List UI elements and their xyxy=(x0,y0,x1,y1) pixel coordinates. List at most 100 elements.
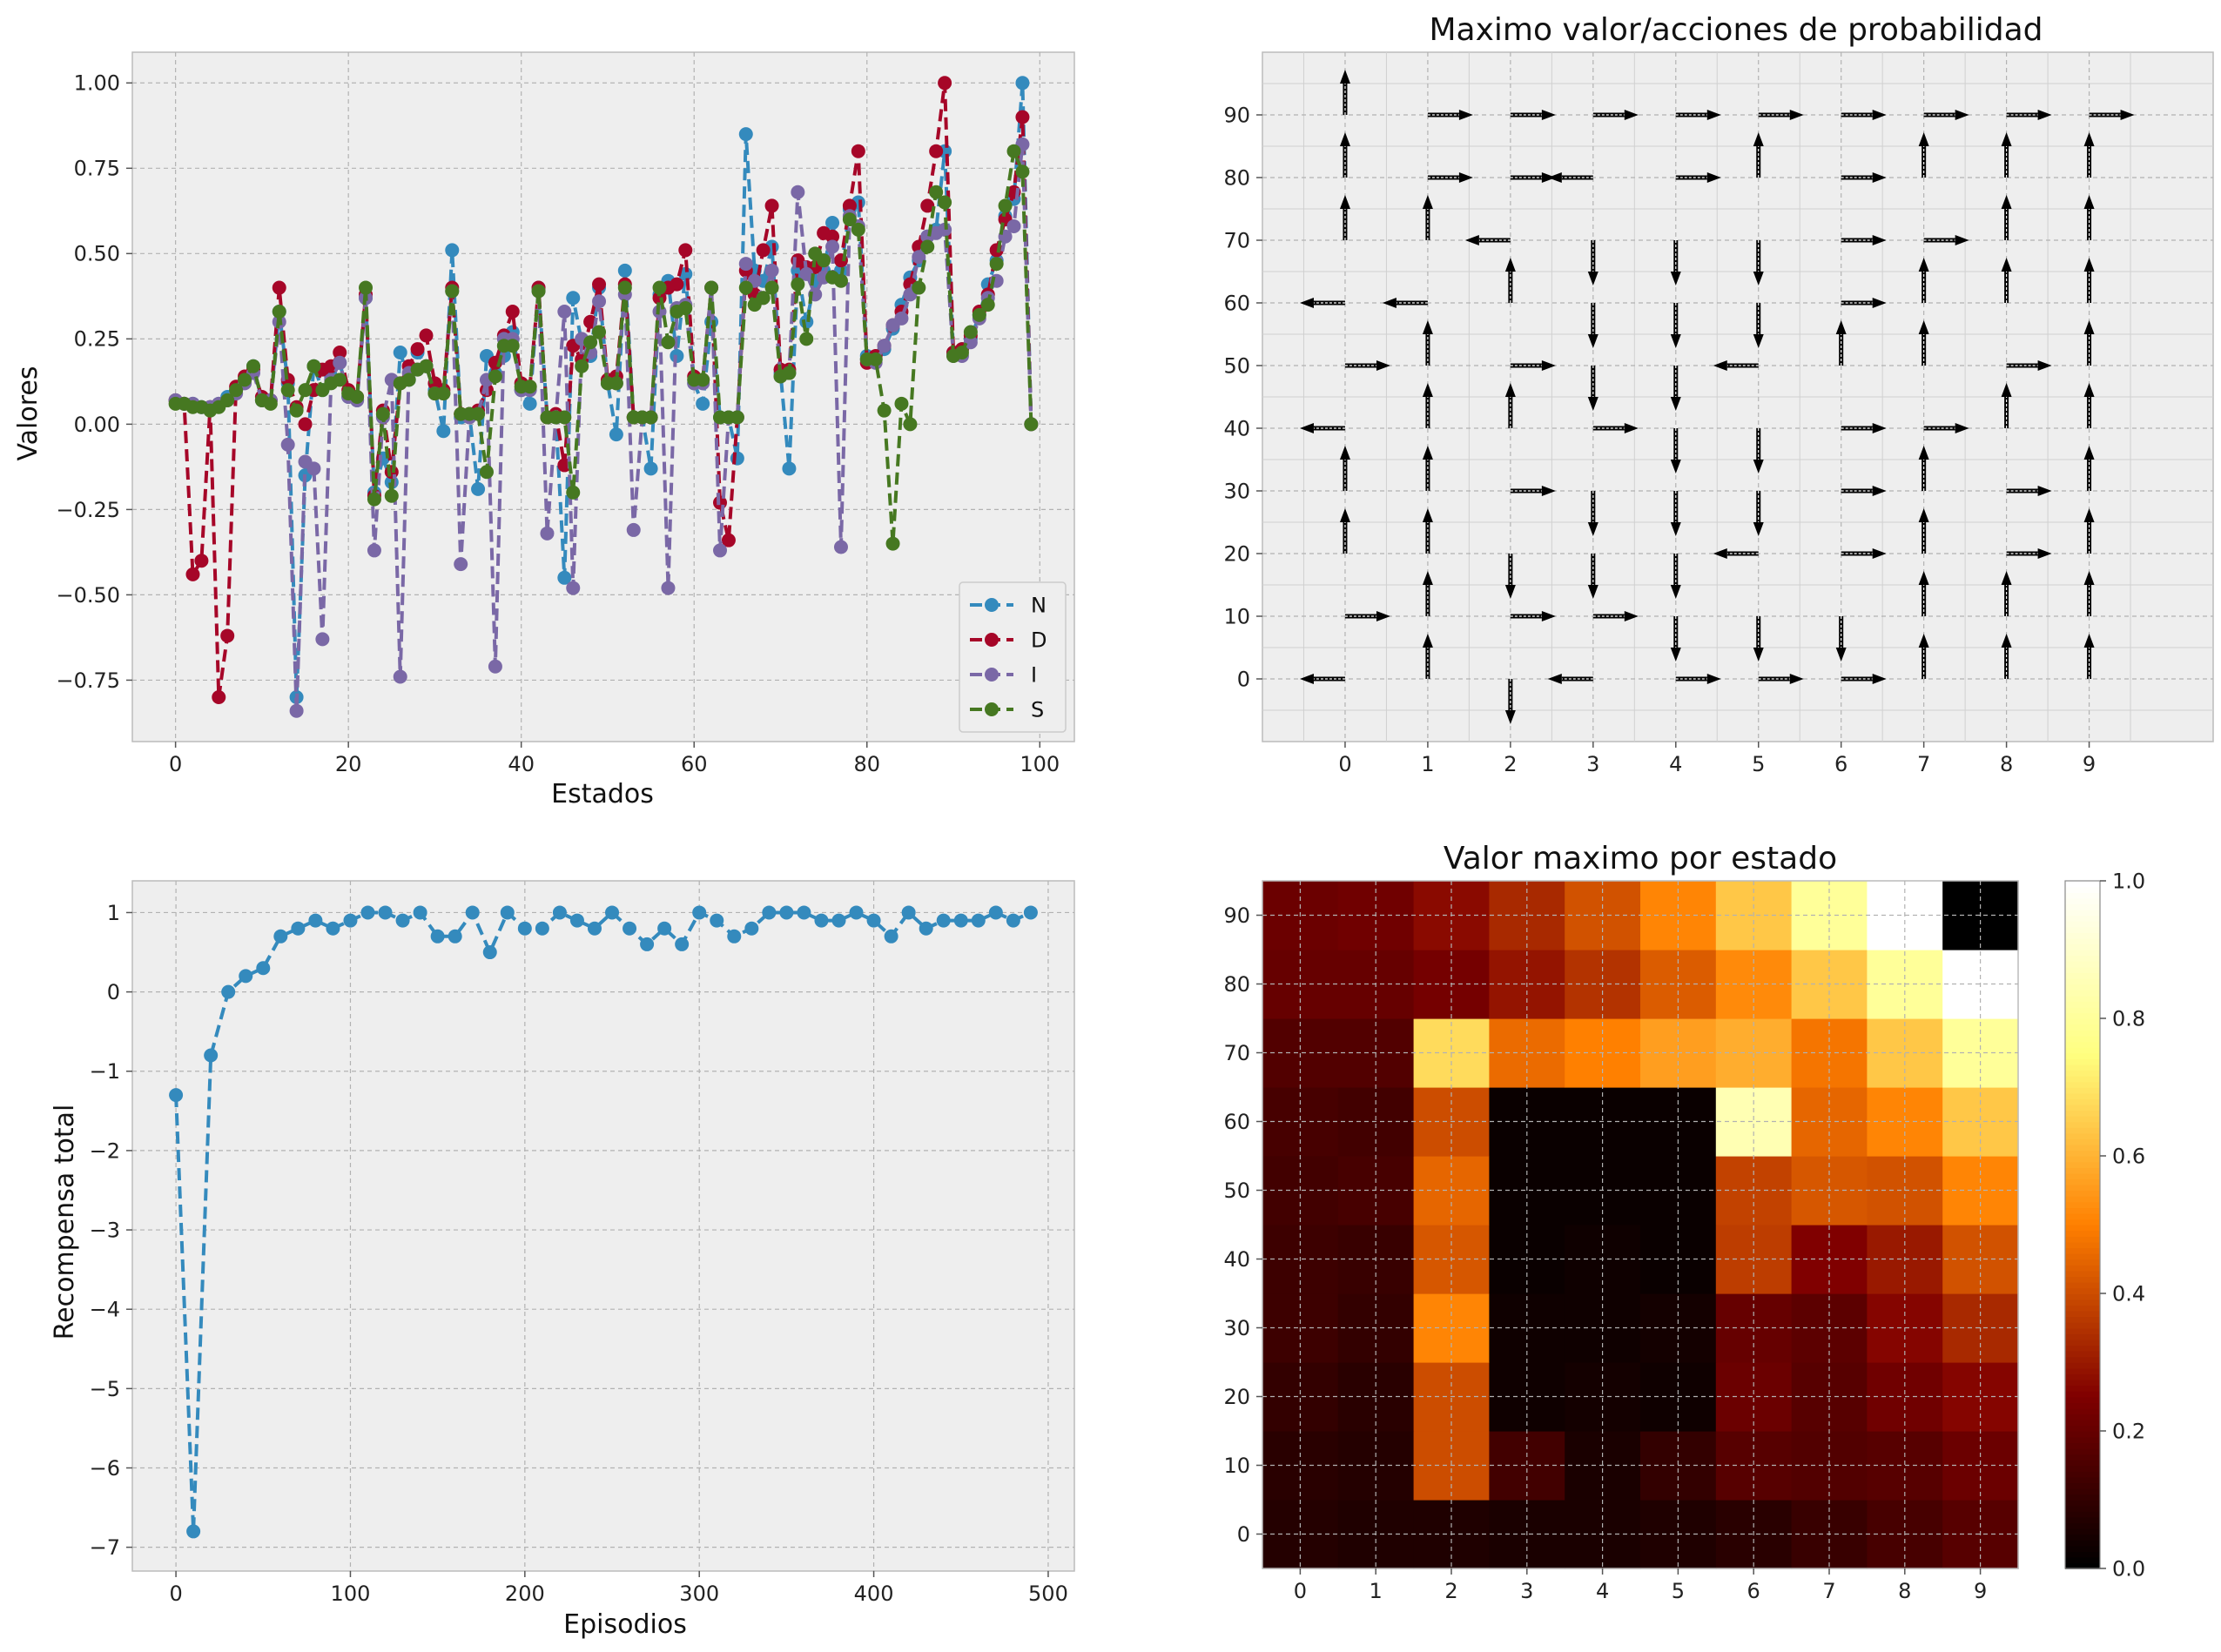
values-point-I xyxy=(333,355,347,370)
colorbar-tick-label: 1.0 xyxy=(2112,869,2145,893)
colorbar-segment xyxy=(2065,1132,2100,1140)
colorbar-segment xyxy=(2065,1287,2100,1294)
policy-arrow-head xyxy=(1670,648,1681,661)
values-point-D xyxy=(756,243,771,258)
colorbar-segment xyxy=(2065,1184,2100,1192)
policy-arrow-head xyxy=(2037,548,2052,559)
policy-arrow-head xyxy=(2001,571,2012,585)
rewards-point xyxy=(866,913,881,928)
colorbar-segment xyxy=(2065,1121,2100,1128)
values-point-S xyxy=(989,257,1004,272)
rewards-point xyxy=(623,921,637,936)
policy-arrow-head xyxy=(1918,320,1929,334)
rewards-point xyxy=(831,913,846,928)
policy-arrow-head xyxy=(2083,446,2095,460)
rewards-point xyxy=(884,929,898,944)
policy-arrow-head xyxy=(1541,611,1556,621)
policy-arrow-head xyxy=(1541,110,1556,120)
colorbar-segment xyxy=(2065,1196,2100,1203)
rewards-point xyxy=(326,921,340,936)
colorbar-segment xyxy=(2065,1476,2100,1484)
policy-arrow-head xyxy=(1458,110,1473,120)
rewards-ytick-label: −5 xyxy=(90,1377,120,1401)
values-point-S xyxy=(756,291,771,306)
values-point-S xyxy=(791,277,805,292)
values-point-S xyxy=(229,383,244,398)
policy-arrow-head xyxy=(1422,383,1433,397)
policy-xtick-label: 5 xyxy=(1752,752,1765,776)
colorbar-segment xyxy=(2065,1012,2100,1019)
policy-arrow-head xyxy=(1339,132,1350,146)
values-legend-label: D xyxy=(1031,628,1047,652)
rewards-point xyxy=(727,929,742,944)
colorbar-segment xyxy=(2065,1024,2100,1031)
policy-arrow-head xyxy=(1299,298,1314,308)
policy-arrow-head xyxy=(2037,110,2052,120)
policy-arrow-head xyxy=(2083,320,2095,334)
values-legend xyxy=(959,581,1067,733)
policy-ytick-label: 10 xyxy=(1223,604,1250,628)
values-legend-marker xyxy=(985,598,999,612)
values-point-D xyxy=(764,198,779,213)
colorbar-segment xyxy=(2065,950,2100,957)
rewards-point xyxy=(169,1088,184,1103)
colorbar-segment xyxy=(2065,1230,2100,1237)
colorbar-segment xyxy=(2065,1110,2100,1117)
policy-arrow-head xyxy=(2001,634,2012,648)
values-point-S xyxy=(998,198,1013,213)
policy-arrow-head xyxy=(1624,110,1639,120)
values-point-N xyxy=(609,427,623,442)
rewards-point xyxy=(814,913,829,928)
colorbar-segment xyxy=(2065,966,2100,974)
policy-ytick-label: 60 xyxy=(1223,291,1250,315)
values-point-D xyxy=(194,554,209,568)
policy-arrow-head xyxy=(1872,110,1887,120)
values-point-S xyxy=(868,352,883,366)
colorbar-segment xyxy=(2065,1350,2100,1358)
values-point-S xyxy=(350,390,365,404)
colorbar-segment xyxy=(2065,1442,2100,1449)
policy-arrow-head xyxy=(1918,258,1929,272)
colorbar-segment xyxy=(2065,1516,2100,1524)
values-point-S xyxy=(833,273,848,288)
values-point-D xyxy=(298,417,313,432)
colorbar-segment xyxy=(2065,932,2100,939)
policy-arrow-head xyxy=(1547,674,1562,684)
colorbar-segment xyxy=(2065,1276,2100,1283)
colorbar-segment xyxy=(2065,1505,2100,1512)
policy-xtick-label: 0 xyxy=(1338,752,1351,776)
rewards-chart: 0 100 200 300 400 500 −7 −6 −5 −4 −3 −2 −1 0 1 xyxy=(90,880,1075,1606)
colorbar-segment xyxy=(2065,1070,2100,1077)
values-xlabel: Estados xyxy=(551,779,654,809)
colorbar-segment xyxy=(2065,1494,2100,1501)
values-point-S xyxy=(980,298,995,312)
policy-ytick-label: 80 xyxy=(1223,165,1250,190)
values-point-S xyxy=(920,239,935,254)
colorbar-segment xyxy=(2065,1556,2100,1564)
colorbar-segment xyxy=(2065,1562,2100,1569)
policy-arrow-head xyxy=(1504,258,1516,272)
colorbar-segment xyxy=(2065,1030,2100,1037)
values-xtick-label: 20 xyxy=(335,752,362,776)
policy-arrow-head xyxy=(1872,548,1887,559)
colorbar-segment xyxy=(2065,1379,2100,1387)
heatmap-xtick-label: 4 xyxy=(1596,1579,1609,1603)
values-point-S xyxy=(306,359,321,373)
rewards-point xyxy=(1006,913,1020,928)
policy-xtick-label: 9 xyxy=(2083,752,2096,776)
policy-arrow-head xyxy=(1713,548,1727,559)
values-point-I xyxy=(877,339,892,353)
values-point-N xyxy=(825,216,840,231)
values-point-S xyxy=(963,325,978,339)
values-point-I xyxy=(393,669,407,684)
values-point-I xyxy=(833,540,848,554)
policy-ytick-label: 30 xyxy=(1223,479,1250,503)
rewards-xtick-label: 500 xyxy=(1028,1581,1068,1606)
values-point-D xyxy=(212,690,226,705)
policy-arrow-head xyxy=(1299,674,1314,684)
heatmap-ytick-label: 50 xyxy=(1223,1179,1250,1203)
values-point-S xyxy=(471,406,486,421)
heatmap-xtick-label: 3 xyxy=(1520,1579,1533,1603)
values-point-I xyxy=(557,304,572,319)
